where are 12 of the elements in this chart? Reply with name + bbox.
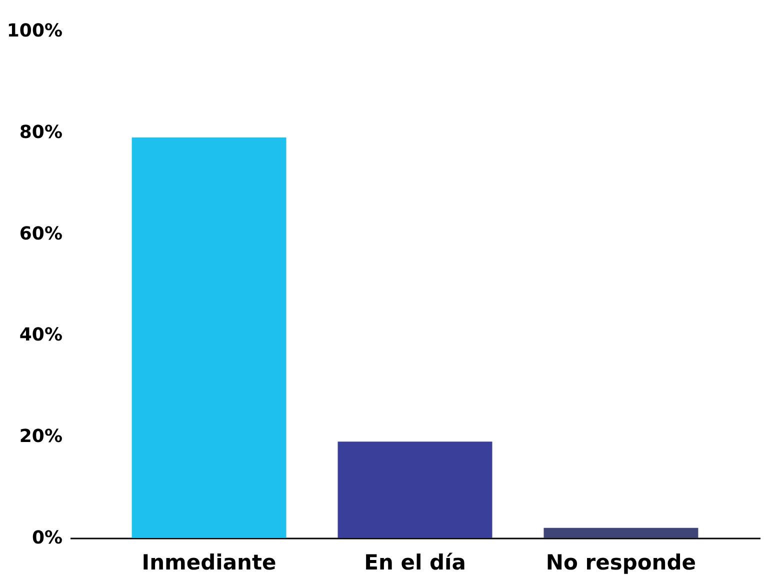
y-tick-label: 40% bbox=[19, 324, 62, 346]
x-tick-label: No responde bbox=[546, 550, 696, 574]
bar bbox=[338, 442, 492, 538]
y-tick-label: 80% bbox=[19, 122, 62, 143]
bar bbox=[544, 528, 698, 538]
y-tick-label: 0% bbox=[32, 528, 62, 548]
x-tick-label: En el día bbox=[364, 550, 466, 574]
bar bbox=[132, 137, 286, 538]
y-tick-label: 60% bbox=[19, 223, 62, 244]
y-tick-label: 100% bbox=[6, 20, 62, 42]
x-tick-label: Inmediante bbox=[142, 550, 276, 574]
y-tick-label: 20% bbox=[19, 426, 62, 448]
